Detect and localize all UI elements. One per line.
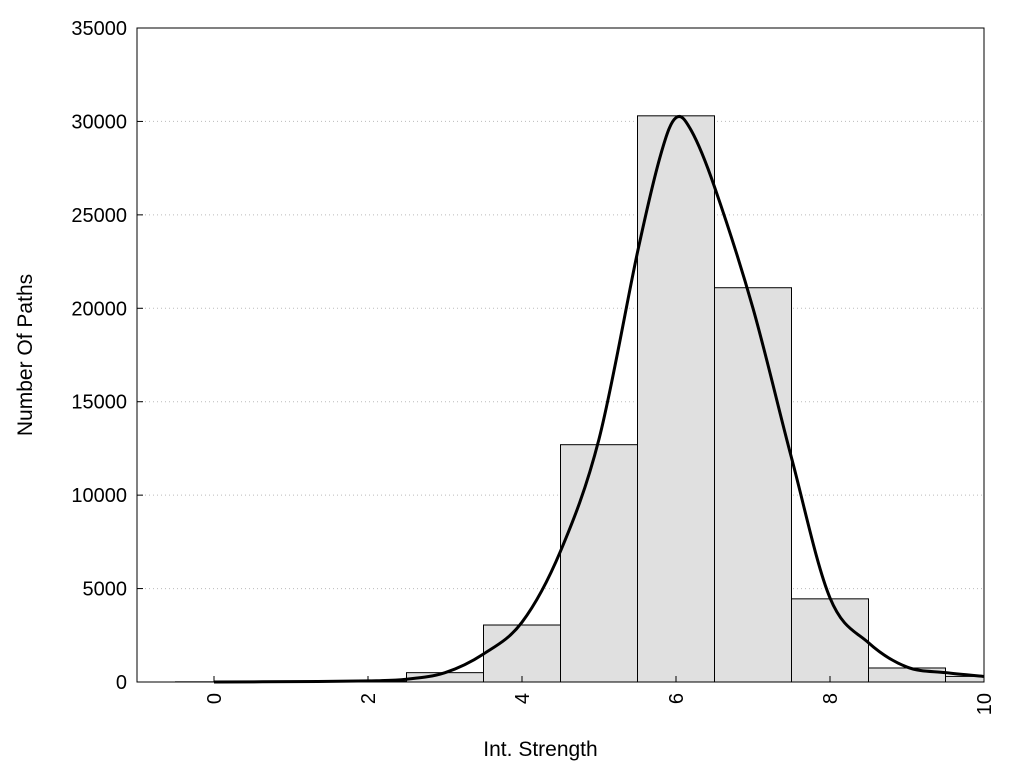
y-tick-label: 25000 [71,205,127,227]
plot-frame [136,27,985,683]
histogram-bars [175,115,985,683]
y-tick-label: 30000 [71,111,127,133]
x-tick-label: 8 [820,693,842,704]
histogram-bar [560,444,638,683]
histogram-bar [483,624,561,683]
x-tick-label: 2 [358,693,380,704]
y-tick-label: 35000 [71,18,127,40]
y-tick-label: 20000 [71,298,127,320]
x-tick-label: 10 [974,693,996,715]
y-axis-title: Number Of Paths [14,274,37,436]
x-tick-label: 0 [204,693,226,704]
histogram-bar [868,667,946,683]
y-tick-label: 0 [116,672,127,694]
y-axis-ticks: 0 5000 10000 15000 20000 25000 30000 35000 [71,18,143,694]
x-axis-ticks: 0 2 4 6 8 10 [204,676,996,715]
density-curve-line [213,114,985,684]
y-tick-label: 15000 [71,392,127,414]
histogram-bar [791,598,869,683]
density-curve [213,114,985,684]
histogram-bar [714,287,792,683]
x-tick-label: 4 [512,693,534,704]
x-tick-label: 6 [666,693,688,704]
y-tick-label: 10000 [71,485,127,507]
y-tick-label: 5000 [83,579,128,601]
x-axis-title: Int. Strength [483,738,597,761]
